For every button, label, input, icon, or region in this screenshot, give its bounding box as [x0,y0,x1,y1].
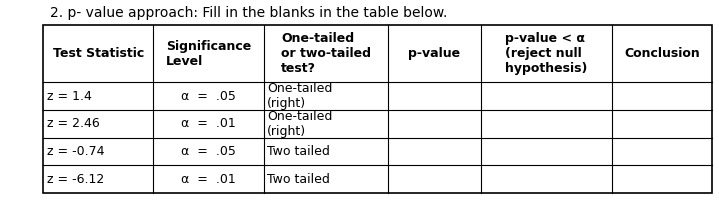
Text: One-tailed
(right): One-tailed (right) [267,110,333,138]
Text: α  =  .01: α = .01 [181,117,236,130]
Text: Test Statistic: Test Statistic [52,47,144,60]
Text: One-tailed
or two-tailed
test?: One-tailed or two-tailed test? [281,32,371,75]
Text: α  =  .01: α = .01 [181,173,236,186]
Text: One-tailed
(right): One-tailed (right) [267,82,333,110]
Text: Significance
Level: Significance Level [166,40,251,68]
Text: 2. p- value approach: Fill in the blanks in the table below.: 2. p- value approach: Fill in the blanks… [50,6,448,20]
Text: p-value < α
(reject null
hypothesis): p-value < α (reject null hypothesis) [505,32,587,75]
Text: z = -0.74: z = -0.74 [47,145,104,158]
Text: z = -6.12: z = -6.12 [47,173,104,186]
Text: z = 2.46: z = 2.46 [47,117,99,130]
Text: Conclusion: Conclusion [624,47,700,60]
Text: Two tailed: Two tailed [267,145,330,158]
Text: Two tailed: Two tailed [267,173,330,186]
Text: α  =  .05: α = .05 [181,90,236,103]
Text: α  =  .05: α = .05 [181,145,236,158]
Text: p-value: p-value [408,47,460,60]
Text: z = 1.4: z = 1.4 [47,90,91,103]
